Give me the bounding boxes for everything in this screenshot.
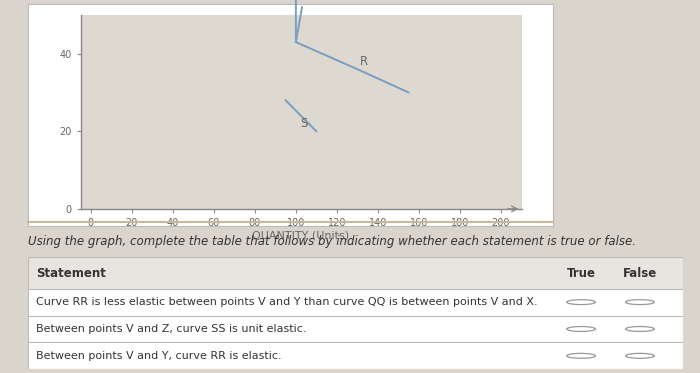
X-axis label: QUANTITY (Units): QUANTITY (Units) <box>253 231 349 241</box>
Text: Between points V and Y, curve RR is elastic.: Between points V and Y, curve RR is elas… <box>36 351 281 361</box>
Text: Curve RR is less elastic between points V and Y than curve QQ is between points : Curve RR is less elastic between points … <box>36 297 538 307</box>
Text: R: R <box>360 55 368 68</box>
Bar <box>28 257 682 289</box>
Text: S: S <box>300 117 308 130</box>
Text: Statement: Statement <box>36 267 106 279</box>
Text: True: True <box>566 267 596 279</box>
Text: Using the graph, complete the table that follows by indicating whether each stat: Using the graph, complete the table that… <box>28 235 636 248</box>
Text: Between points V and Z, curve SS is unit elastic.: Between points V and Z, curve SS is unit… <box>36 324 307 334</box>
Text: False: False <box>623 267 657 279</box>
